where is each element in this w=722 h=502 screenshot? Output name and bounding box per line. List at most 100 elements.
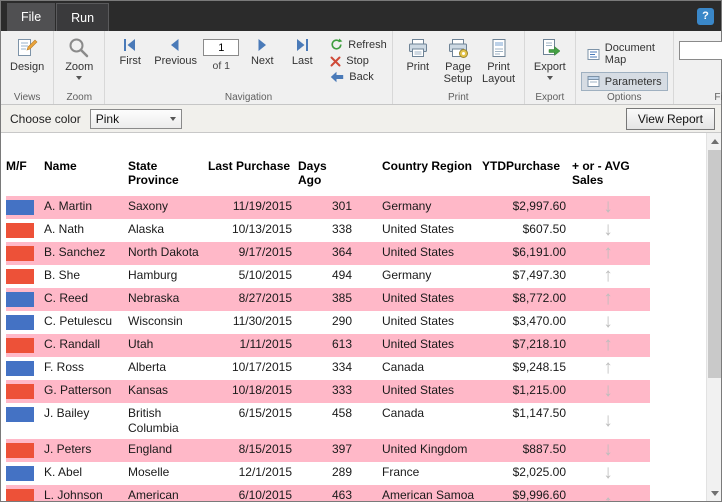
- page-number-input[interactable]: [203, 39, 240, 56]
- days-ago-cell: 397: [331, 442, 352, 456]
- parameters-bar: Choose color Pink View Report: [1, 105, 721, 133]
- print-button[interactable]: Print: [398, 34, 438, 73]
- state-cell: Kansas: [128, 383, 169, 397]
- name-cell: G. Patterson: [44, 383, 112, 397]
- view-report-button[interactable]: View Report: [625, 107, 715, 130]
- col-header-country-region: Country Region: [382, 159, 472, 173]
- navigation-buttons: First Previous of 1 Next: [110, 34, 387, 83]
- gender-cell: [6, 357, 44, 380]
- state-cell: Alaska: [128, 222, 165, 236]
- gender-cell: [6, 403, 44, 439]
- zoom-icon: [68, 37, 90, 59]
- name-cell: C. Randall: [44, 337, 101, 351]
- days-ago-cell: 289: [331, 465, 352, 479]
- trend-cell: ↓: [572, 403, 650, 439]
- name-cell: B. Sanchez: [44, 245, 106, 259]
- days-ago-cell: 613: [331, 337, 352, 351]
- gender-cell: [6, 439, 44, 462]
- ytd-purchase-cell: $2,997.60: [512, 199, 566, 213]
- table-row: L. Johnson American Samoa 6/10/2015 463 …: [6, 485, 650, 501]
- gender-bar: [6, 315, 34, 330]
- name-cell: C. Reed: [44, 291, 89, 305]
- last-purchase-cell: 6/10/2015: [238, 488, 292, 501]
- trend-arrow-icon: ↑: [603, 493, 613, 502]
- ytd-purchase-cell: $607.50: [522, 222, 566, 236]
- name-cell: J. Peters: [44, 442, 92, 456]
- table-row: B. She Hamburg 5/10/2015 494 Germany $7,…: [6, 265, 650, 288]
- find-input[interactable]: [678, 41, 722, 60]
- options-stack: Document Map Parameters: [580, 34, 668, 91]
- col-header-last-purchase: Last Purchase: [208, 159, 291, 173]
- previous-page-button[interactable]: Previous: [150, 34, 200, 67]
- find-row: [678, 34, 722, 60]
- page-setup-label: Page Setup: [443, 61, 473, 85]
- views-group-label: Views: [13, 92, 41, 103]
- page-setup-button[interactable]: Page Setup: [438, 34, 479, 85]
- zoom-dropdown-caret-icon: [76, 76, 83, 80]
- trend-arrow-icon: ↓: [603, 380, 613, 401]
- report-canvas: M/F Name State Province Last Purchase Da…: [1, 133, 706, 501]
- report-area: M/F Name State Province Last Purchase Da…: [1, 133, 721, 501]
- last-page-button[interactable]: Last: [282, 34, 322, 67]
- state-cell: Alberta: [128, 360, 167, 374]
- last-purchase-cell: 9/17/2015: [238, 245, 292, 259]
- previous-label: Previous: [154, 55, 198, 67]
- last-purchase-cell: 10/13/2015: [231, 222, 292, 236]
- trend-arrow-icon: ↑: [603, 357, 613, 378]
- document-map-button[interactable]: Document Map: [581, 39, 668, 69]
- zoom-group-label: Zoom: [66, 92, 93, 103]
- trend-cell: ↓: [572, 462, 650, 485]
- ytd-purchase-cell: $6,191.00: [512, 245, 566, 259]
- parameters-button[interactable]: Parameters: [580, 72, 668, 91]
- color-dropdown[interactable]: Pink: [89, 108, 182, 129]
- document-map-icon: [587, 48, 600, 61]
- table-row: G. Patterson Kansas 10/18/2015 333 Unite…: [6, 380, 650, 403]
- ytd-purchase-cell: $9,248.15: [512, 360, 566, 374]
- days-ago-cell: 290: [331, 314, 352, 328]
- trend-arrow-icon: ↑: [603, 334, 613, 355]
- design-button[interactable]: Design: [6, 34, 48, 73]
- tab-run[interactable]: Run: [56, 3, 110, 31]
- state-cell: British Columbia: [128, 406, 179, 435]
- gender-cell: [6, 380, 44, 403]
- days-ago-cell: 301: [331, 199, 352, 213]
- name-cell: C. Petulescu: [44, 314, 113, 328]
- refresh-button[interactable]: Refresh: [330, 38, 387, 51]
- parameters-icon: [587, 75, 600, 88]
- stop-button[interactable]: Stop: [330, 55, 387, 67]
- design-icon: [16, 37, 38, 59]
- help-icon[interactable]: ?: [697, 7, 714, 25]
- trend-cell: ↑: [572, 288, 650, 311]
- back-button[interactable]: Back: [330, 71, 387, 83]
- tab-file[interactable]: File: [7, 3, 56, 31]
- vertical-scrollbar[interactable]: [706, 133, 721, 501]
- trend-arrow-icon: ↓: [603, 439, 613, 460]
- ribbon-group-find: Find: [674, 31, 722, 104]
- state-cell: American Samoa: [128, 488, 179, 501]
- page-number-box: of 1: [203, 34, 240, 72]
- zoom-label: Zoom: [65, 61, 94, 73]
- country-cell: United Kingdom: [382, 442, 468, 456]
- gender-bar: [6, 384, 34, 399]
- print-layout-icon: [488, 37, 510, 59]
- trend-arrow-icon: ↓: [603, 462, 613, 483]
- scroll-up-button[interactable]: [707, 133, 721, 149]
- scroll-down-button[interactable]: [707, 485, 721, 501]
- country-cell: France: [382, 465, 420, 479]
- print-layout-button[interactable]: Print Layout: [478, 34, 519, 85]
- zoom-button[interactable]: Zoom: [59, 34, 99, 80]
- navigation-group-label: Navigation: [224, 92, 273, 103]
- gender-bar: [6, 246, 34, 261]
- export-label: Export: [533, 61, 566, 73]
- export-button[interactable]: Export: [530, 34, 570, 80]
- trend-cell: ↑: [572, 242, 650, 265]
- parameters-label: Parameters: [604, 75, 662, 88]
- ribbon-group-options: Document Map Parameters Options: [576, 31, 674, 104]
- gender-cell: [6, 311, 44, 334]
- name-cell: B. She: [44, 268, 81, 282]
- scrollbar-thumb[interactable]: [708, 150, 721, 378]
- next-page-button[interactable]: Next: [242, 34, 282, 67]
- first-page-button[interactable]: First: [110, 34, 150, 67]
- trend-cell: ↓: [572, 311, 650, 334]
